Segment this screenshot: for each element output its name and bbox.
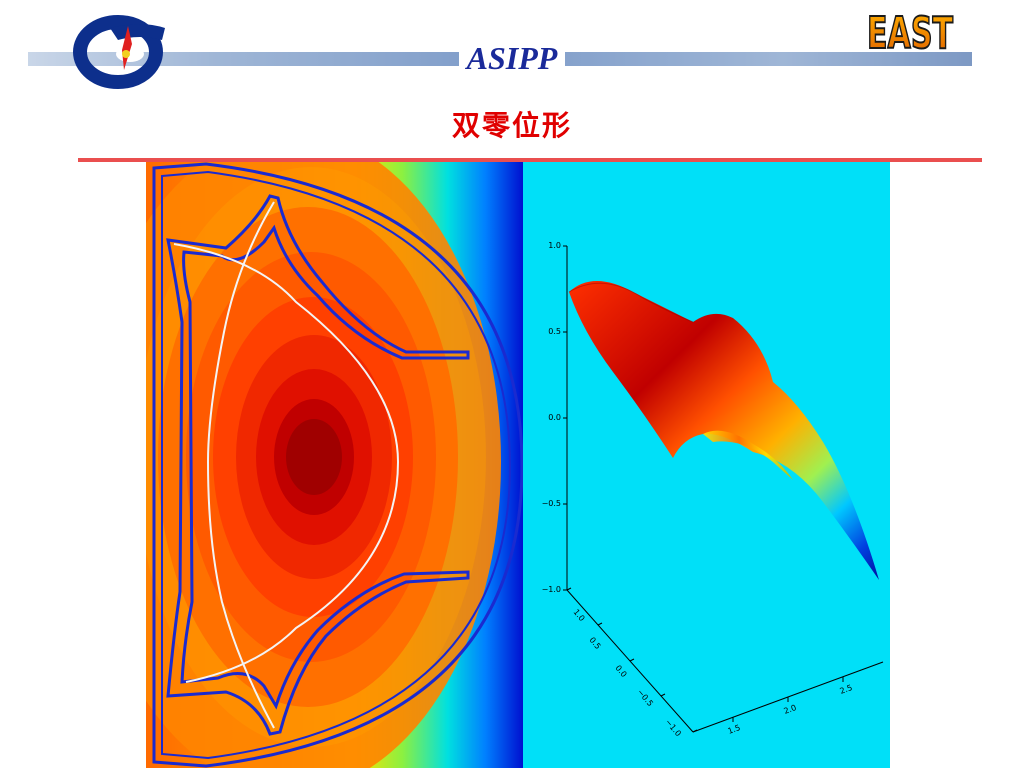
depth-tick-label: 0.0 xyxy=(613,664,628,680)
flux-contour-plot xyxy=(146,162,523,768)
z-tick-label: 1.0 xyxy=(548,241,561,250)
surface-3d-plot: 1.0 0.5 0.0 −0.5 −1.0 1.0 0.5 0.0 −0.5 −… xyxy=(523,162,890,768)
depth-tick-label: −1.0 xyxy=(663,718,682,739)
title-divider xyxy=(78,158,982,162)
org-title: ASIPP xyxy=(0,40,1024,77)
plot-axes xyxy=(563,245,884,733)
z-tick-label: −1.0 xyxy=(542,585,561,594)
x-tick-label: 2.5 xyxy=(839,683,854,696)
x-tick-label: 2.0 xyxy=(783,703,798,716)
z-tick-label: 0.0 xyxy=(548,413,561,422)
depth-tick-label: −0.5 xyxy=(635,688,654,709)
slide-title: 双零位形 xyxy=(451,109,572,142)
depth-tick-label: 0.5 xyxy=(587,636,602,652)
x-tick-label: 1.5 xyxy=(727,723,742,736)
z-tick-label: −0.5 xyxy=(542,499,561,508)
east-logo: EAST xyxy=(866,7,954,58)
surface-mesh xyxy=(568,281,879,580)
east-logo-text: EAST xyxy=(867,8,953,58)
asipp-logo xyxy=(73,15,165,89)
z-tick-label: 0.5 xyxy=(548,327,561,336)
